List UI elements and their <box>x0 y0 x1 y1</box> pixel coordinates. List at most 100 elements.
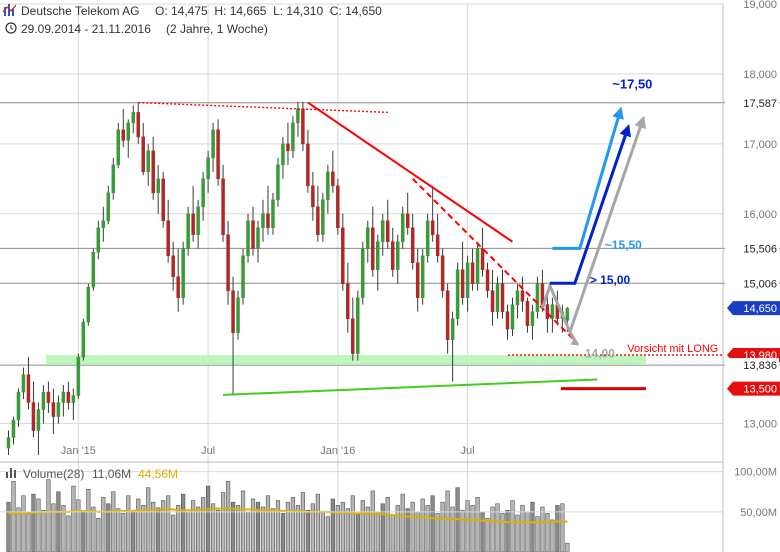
candle-body <box>460 269 465 298</box>
candle-body <box>276 164 280 201</box>
scenario-gray-label: 14,00 <box>585 347 615 361</box>
volume-bar <box>560 503 565 552</box>
candle-body <box>455 269 460 319</box>
candle-up <box>71 388 76 421</box>
volume-bar <box>71 485 76 552</box>
volume-bar <box>56 491 61 552</box>
candle-down <box>410 213 415 270</box>
period-label: (2 Jahre, 1 Woche) <box>166 22 268 36</box>
level-badge <box>727 301 780 316</box>
candle-body <box>515 290 520 305</box>
candle-body <box>266 213 270 229</box>
scenario-light-blue-label: ~15,50 <box>605 238 642 252</box>
price-axis: 13,000 16,000 17,000 18,000 19,000 Jan '15 Jul… <box>61 0 780 457</box>
volume-bar <box>370 490 375 552</box>
candle-body <box>6 437 11 449</box>
level-badge <box>727 381 780 396</box>
candle-down <box>31 381 36 438</box>
candle-body <box>16 391 21 421</box>
volume-bar <box>46 479 51 552</box>
volume-bar <box>186 511 191 552</box>
candle-up <box>126 119 131 158</box>
candle-body <box>445 290 450 340</box>
volume-bar <box>196 506 201 552</box>
volume-bar <box>91 506 96 552</box>
candle-up <box>356 290 360 361</box>
candle-body <box>216 129 220 180</box>
candle-down <box>251 206 255 256</box>
candle-down <box>221 164 225 242</box>
candle-body <box>106 192 111 222</box>
volume-bar <box>460 509 465 552</box>
candle-down <box>331 150 335 193</box>
volume-bar <box>450 506 455 552</box>
candle-body <box>36 409 41 431</box>
clock-icon <box>5 22 17 34</box>
candle-down <box>520 276 525 312</box>
volume-bar <box>260 506 266 552</box>
candle-up <box>366 220 370 263</box>
volume-bar <box>81 511 86 552</box>
candle-body <box>495 283 500 312</box>
candle-body <box>121 129 126 141</box>
candle-body <box>226 234 230 291</box>
candle-body <box>376 241 380 270</box>
candle-body <box>430 220 435 235</box>
scenario-blue <box>549 124 631 285</box>
candle-up <box>196 199 200 249</box>
volume-bar <box>86 489 91 552</box>
candle-down <box>311 171 315 221</box>
candle-up <box>11 416 16 445</box>
candle-body <box>405 213 410 229</box>
candle-up <box>241 248 245 305</box>
candle-body <box>356 297 360 354</box>
candle-down <box>136 102 140 144</box>
candle-body <box>510 304 515 330</box>
candle-down <box>480 227 485 277</box>
candle-body <box>470 262 475 284</box>
volume-bar <box>525 511 530 552</box>
candle-down <box>166 199 170 263</box>
candle-up <box>395 234 400 284</box>
volume-bar <box>490 506 495 552</box>
scenario-gray-up <box>568 115 646 333</box>
candle-down <box>51 388 56 435</box>
candle-up <box>361 241 365 305</box>
candle-up <box>376 234 380 291</box>
volume-bar <box>280 513 286 552</box>
volume-bar <box>270 508 276 552</box>
candle-up <box>56 395 61 424</box>
price-tick-label: 18,000 <box>743 69 777 81</box>
candle-down <box>66 381 71 410</box>
volume-bar <box>470 505 475 552</box>
candle-body <box>385 220 390 242</box>
scenario-gray <box>541 281 579 346</box>
volume-bar <box>375 511 380 552</box>
candle-body <box>306 143 310 187</box>
candle-up <box>256 220 260 263</box>
candle-up <box>111 157 116 200</box>
volume-bar <box>390 514 395 552</box>
candle-body <box>76 356 81 396</box>
volume-icon <box>6 468 16 478</box>
candle-down <box>460 241 465 305</box>
candle-up <box>465 255 470 312</box>
volume-panel: 50,00M 100,00M Volume(28) 11,06M 44,56M <box>0 467 777 552</box>
candle-down <box>226 220 230 305</box>
candle-up <box>381 213 385 256</box>
candle-up <box>96 220 101 260</box>
scenario-blue-label: > 15,00 <box>590 273 631 287</box>
ohlc-readout: O: 14,475 H: 14,665 L: 14,310 C: 14,650 <box>155 4 382 18</box>
candle-body <box>361 248 365 298</box>
candle-down <box>341 213 345 291</box>
candle-down <box>151 136 155 200</box>
candle-up <box>475 241 480 291</box>
candle-body <box>181 248 185 298</box>
candle-body <box>221 178 225 235</box>
candle-body <box>71 395 76 403</box>
candle-up <box>420 248 425 305</box>
candle-up <box>530 304 535 340</box>
candlesticks <box>6 101 570 456</box>
candle-body <box>281 143 285 166</box>
volume-bar <box>395 505 400 552</box>
